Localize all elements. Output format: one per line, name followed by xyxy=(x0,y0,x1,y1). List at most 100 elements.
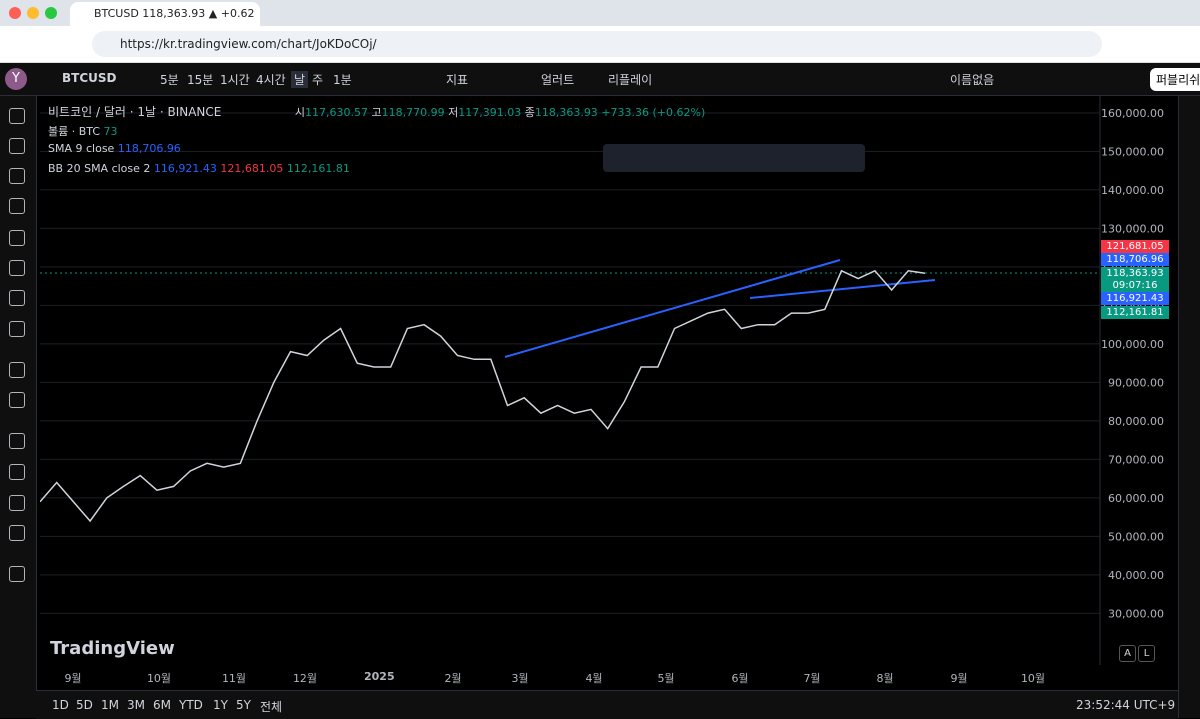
interval-button[interactable]: 1분 xyxy=(333,73,352,87)
drawing-float-toolbar[interactable] xyxy=(603,144,865,172)
y-tick-label: 150,000.00 xyxy=(1101,145,1164,158)
x-tick-label: 5월 xyxy=(657,672,675,685)
close-label: 종 xyxy=(524,106,535,119)
range-button[interactable]: 1D xyxy=(52,698,69,712)
y-tick-label: 50,000.00 xyxy=(1108,530,1164,543)
tab-title: BTCUSD 118,363.93 ▲ +0.62 xyxy=(94,7,255,20)
y-tick-label: 160,000.00 xyxy=(1101,107,1164,120)
avatar[interactable]: Y xyxy=(5,68,27,90)
address-bar: https://kr.tradingview.com/chart/JoKDoCO… xyxy=(0,26,1200,63)
trend-line xyxy=(504,259,841,358)
high-label: 고 xyxy=(371,106,382,119)
range-button[interactable]: 5D xyxy=(76,698,93,712)
y-tick-label: 140,000.00 xyxy=(1101,184,1164,197)
window-controls xyxy=(9,7,57,19)
tool-button[interactable] xyxy=(9,433,25,449)
url-field[interactable]: https://kr.tradingview.com/chart/JoKDoCO… xyxy=(92,31,1102,57)
bottom-toolbar: 23:52:44 UTC+9 1D 5D 1M 3M 6M YTD 1Y 5Y 전체 xyxy=(36,690,1178,719)
range-button[interactable]: 5Y xyxy=(236,698,251,712)
price-tag: 09:07:16 xyxy=(1101,279,1169,292)
range-button[interactable]: 전체 xyxy=(260,700,283,714)
bb-legend: BB 20 SMA close 2 116,921.43 121,681.05 … xyxy=(48,162,350,175)
range-button[interactable]: 3M xyxy=(127,698,145,712)
tool-button[interactable] xyxy=(9,198,25,214)
range-button[interactable]: 6M xyxy=(153,698,171,712)
price-tag: 118,706.96 xyxy=(1101,253,1169,266)
open-label: 시 xyxy=(294,106,305,119)
tool-button[interactable] xyxy=(9,108,25,124)
interval-button[interactable]: 1시간 xyxy=(220,73,250,87)
bb-mid: 116,921.43 xyxy=(153,162,217,175)
tool-button[interactable] xyxy=(9,495,25,511)
tool-button[interactable] xyxy=(9,321,25,337)
low-value: 117,391.03 xyxy=(458,106,522,119)
symbol[interactable]: BTCUSD xyxy=(62,71,117,85)
x-tick-label: 8월 xyxy=(876,672,894,685)
trend-line xyxy=(749,279,936,299)
y-tick-label: 100,000.00 xyxy=(1101,338,1164,351)
range-button[interactable]: YTD xyxy=(179,698,203,712)
tool-button[interactable] xyxy=(9,168,25,184)
x-tick-label: 11월 xyxy=(221,672,247,685)
x-tick-label: 9월 xyxy=(950,672,968,685)
tool-button[interactable] xyxy=(9,566,25,582)
interval-button[interactable]: 5분 xyxy=(160,73,179,87)
browser-tab[interactable]: BTCUSD 118,363.93 ▲ +0.62 xyxy=(70,2,260,26)
interval-button[interactable]: 4시간 xyxy=(256,73,286,87)
y-tick-label: 40,000.00 xyxy=(1108,569,1164,582)
interval-button[interactable]: 주 xyxy=(312,73,324,87)
url: https://kr.tradingview.com/chart/JoKDoCO… xyxy=(120,37,377,51)
volume-value: 73 xyxy=(103,125,118,138)
symbol-title: 비트코인 / 달러 · 1날 · BINANCE xyxy=(48,105,222,119)
indicators-button[interactable]: 지표 xyxy=(446,73,469,87)
change-value: +733.36 (+0.62%) xyxy=(601,106,706,119)
watermark: TradingView xyxy=(50,638,175,659)
x-tick-label: 2025 xyxy=(364,670,395,683)
x-tick-label: 2월 xyxy=(444,672,462,685)
x-tick-label: 10월 xyxy=(146,672,172,685)
clock: 23:52:44 UTC+9 xyxy=(1076,698,1176,712)
tool-button[interactable] xyxy=(9,138,25,154)
right-sidebar xyxy=(1178,96,1200,718)
tool-button[interactable] xyxy=(9,260,25,276)
range-button[interactable]: 1M xyxy=(101,698,119,712)
price-tag: 118,363.93 xyxy=(1101,267,1169,280)
y-tick-label: 80,000.00 xyxy=(1108,415,1164,428)
interval-button[interactable]: 날 xyxy=(291,71,309,88)
tool-button[interactable] xyxy=(9,290,25,306)
volume-label: 볼륨 · BTC xyxy=(48,125,101,138)
price-line xyxy=(40,269,926,523)
x-tick-label: 3월 xyxy=(511,672,529,685)
x-tick-label: 4월 xyxy=(585,672,603,685)
range-button[interactable]: 1Y xyxy=(213,698,228,712)
x-tick-label: 6월 xyxy=(731,672,749,685)
chart: TradingView 30,000.00 40,000.00 50,000.00 6… xyxy=(40,96,1164,665)
layout-name[interactable]: 이름없음 xyxy=(950,73,995,87)
tool-button[interactable] xyxy=(9,464,25,480)
scale-button[interactable]: A xyxy=(1119,645,1136,662)
x-tick-label: 9월 xyxy=(64,672,82,685)
x-tick-label: 12월 xyxy=(292,672,318,685)
bb-label: BB 20 SMA close 2 xyxy=(48,162,151,175)
tool-button[interactable] xyxy=(9,362,25,378)
legend: 비트코인 / 달러 · 1날 · BINANCE 시117,630.57 고 11… xyxy=(48,103,705,120)
y-tick-label: 70,000.00 xyxy=(1108,453,1164,466)
scale-button[interactable]: L xyxy=(1138,645,1155,662)
open-value: 117,630.57 xyxy=(305,106,368,119)
replay-button[interactable]: 리플레이 xyxy=(608,73,653,87)
price-tag: 121,681.05 xyxy=(1101,240,1169,253)
tool-button[interactable] xyxy=(9,525,25,541)
alert-button[interactable]: 얼러트 xyxy=(541,73,575,87)
tab-bar: BTCUSD 118,363.93 ▲ +0.62 xyxy=(0,0,1200,26)
bb-upper: 121,681.05 xyxy=(220,162,284,175)
tool-button[interactable] xyxy=(9,230,25,246)
y-tick-label: 90,000.00 xyxy=(1108,376,1164,389)
price-tag: 116,921.43 xyxy=(1101,292,1169,305)
interval-button[interactable]: 15분 xyxy=(187,73,214,87)
publish-button[interactable]: 퍼블리쉬 xyxy=(1150,68,1200,91)
drawing-toolbar xyxy=(0,96,37,718)
tool-button[interactable] xyxy=(9,392,25,408)
close-value: 118,363.93 xyxy=(534,106,598,119)
y-tick-label: 30,000.00 xyxy=(1108,607,1164,620)
